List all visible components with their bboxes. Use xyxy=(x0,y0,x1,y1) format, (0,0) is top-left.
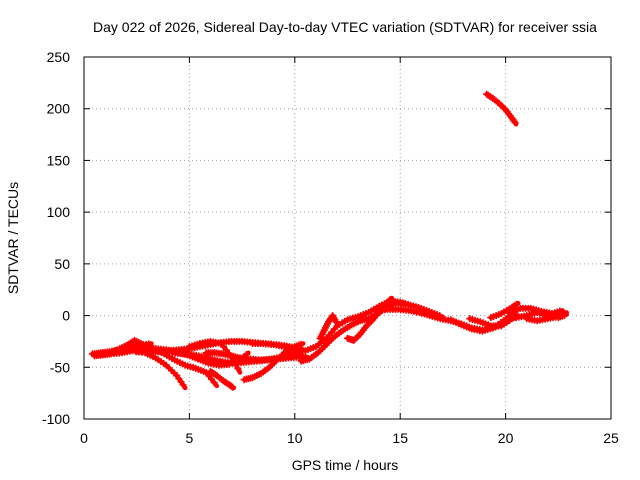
series-markers-arc-10 xyxy=(240,340,305,384)
data-point xyxy=(210,379,218,387)
chart-title: Day 022 of 2026, Sidereal Day-to-day VTE… xyxy=(93,19,597,35)
y-tick-label: 0 xyxy=(62,308,70,324)
data-point xyxy=(561,310,569,318)
series-markers-arc-22 xyxy=(483,90,519,127)
x-tick-label: 25 xyxy=(603,430,619,446)
data-point xyxy=(232,361,240,369)
grid xyxy=(84,57,611,419)
x-axis-label: GPS time / hours xyxy=(292,457,399,473)
data-point xyxy=(179,381,187,389)
y-axis-label: SDTVAR / TECUs xyxy=(5,182,21,294)
x-tick-label: 15 xyxy=(392,430,408,446)
data-point xyxy=(511,119,519,127)
data-point xyxy=(332,318,340,326)
x-tick-label: 0 xyxy=(80,430,88,446)
plot-frame xyxy=(83,56,612,420)
y-tick-label: 50 xyxy=(54,256,70,272)
series-markers-arc-13 xyxy=(316,312,340,342)
axis-ticks: 0 5 10 15 20 25 -100 -50 0 50 100 150 200 250 xyxy=(42,49,619,446)
data-point xyxy=(400,300,408,308)
y-tick-label: 250 xyxy=(47,49,71,65)
x-tick-label: 20 xyxy=(498,430,514,446)
y-tick-label: -50 xyxy=(50,359,70,375)
data-point xyxy=(297,340,305,348)
y-tick-label: 200 xyxy=(47,101,71,117)
data-point xyxy=(229,383,237,391)
data-point xyxy=(234,365,242,373)
data-point xyxy=(386,296,394,304)
series-markers-arc-17 xyxy=(466,312,521,330)
y-tick-label: -100 xyxy=(42,411,70,427)
y-tick-label: 100 xyxy=(47,204,71,220)
data-point xyxy=(513,300,521,308)
x-tick-label: 5 xyxy=(186,430,194,446)
series-markers-arc-18 xyxy=(487,300,521,322)
data-series xyxy=(88,90,569,391)
y-tick-label: 150 xyxy=(47,152,71,168)
series-markers-arc-8 xyxy=(206,367,237,391)
x-tick-label: 10 xyxy=(287,430,303,446)
series-markers-arc-21 xyxy=(523,310,569,325)
